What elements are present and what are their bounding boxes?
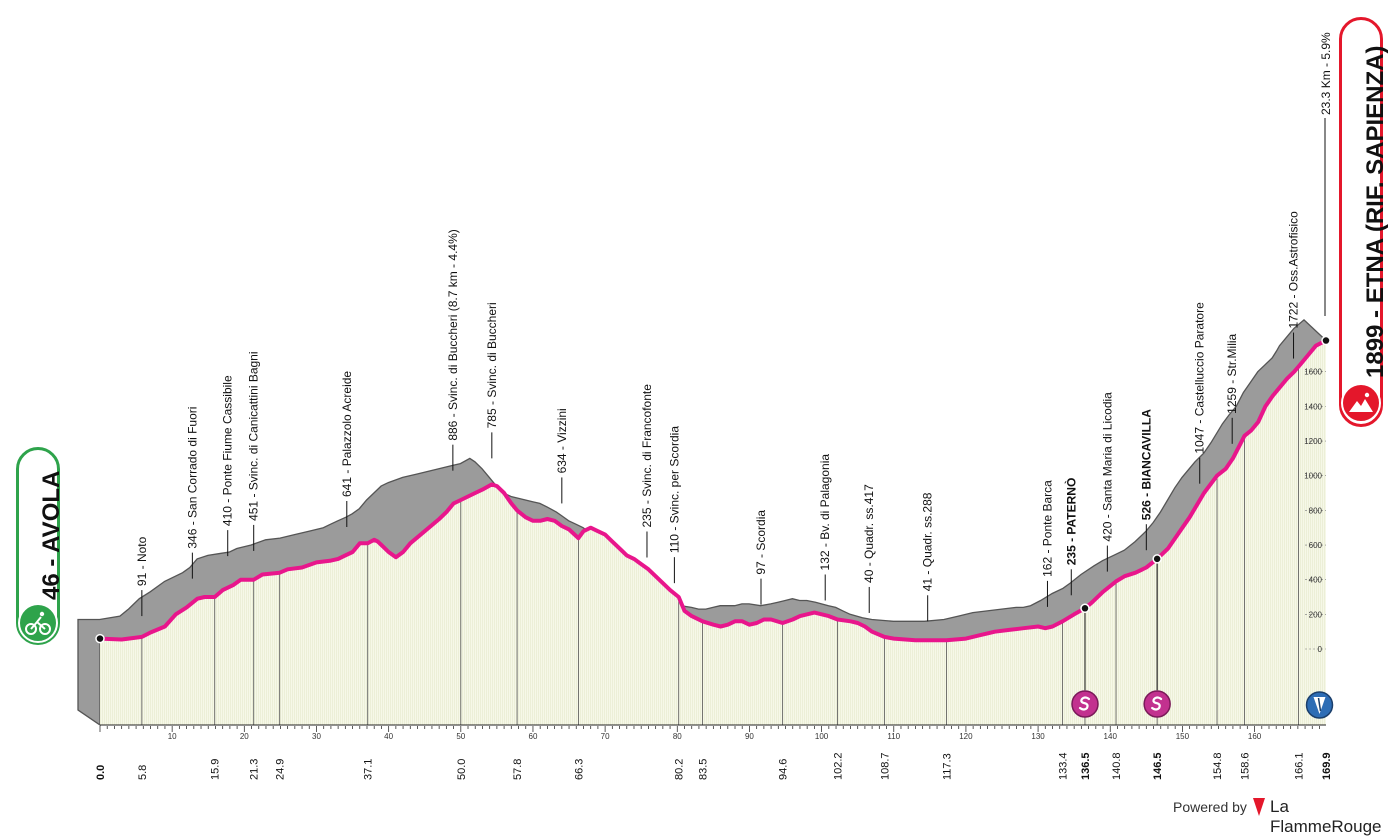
place-label: 410 - Ponte Fiume Cassibile: [221, 375, 235, 526]
km-marker-label: 146.5: [1152, 752, 1164, 780]
axis-km-label: 80: [673, 732, 682, 741]
place-label: 346 - San Corrado di Fuori: [185, 407, 199, 549]
altitude-tick-labels: 0 200 400 600 800 1000 1200 1400 1600: [1304, 368, 1326, 654]
km-marker-label: 166.1: [1294, 752, 1306, 780]
altitude-tick-label: 1000: [1304, 472, 1322, 481]
altitude-tick-label: 0: [1318, 645, 1323, 654]
km-marker-label: 83.5: [698, 759, 710, 780]
finish-badge: [1339, 17, 1383, 427]
place-label: 1259 - Str.Milia: [1225, 333, 1239, 413]
km-marker-label: 15.9: [210, 759, 222, 780]
sprint-point: [1152, 554, 1162, 564]
altitude-tick-label: 200: [1309, 610, 1323, 619]
place-label: 132 - Bv. di Palagonia: [818, 454, 832, 571]
axis-km-label: 120: [959, 732, 973, 741]
km-marker-label: 5.8: [137, 765, 149, 780]
axis-km-label: 160: [1248, 732, 1262, 741]
flamme-rouge-logo-icon: [1253, 798, 1265, 816]
km-marker-label: 136.5: [1080, 752, 1092, 780]
km-marker-label: 158.6: [1239, 752, 1251, 780]
final-climb-label: 23.3 Km - 5.9%: [1319, 32, 1333, 115]
km-marker-label: 133.4: [1058, 752, 1070, 780]
start-point: [95, 633, 105, 644]
route-fill-shape: [100, 340, 1326, 725]
axis-km-label: 70: [601, 732, 610, 741]
cyclist-icon: [18, 603, 58, 643]
km-marker-label: 102.2: [832, 752, 844, 780]
km-marker-label: 57.8: [512, 759, 524, 780]
place-label: 641 - Palazzolo Acreide: [340, 371, 354, 497]
km-marker-label: 154.8: [1212, 752, 1224, 780]
place-label: 91 - Noto: [135, 536, 149, 586]
km-marker-label: 117.3: [941, 753, 953, 780]
altitude-tick-label: 600: [1309, 541, 1323, 550]
axis-km-label: 100: [815, 732, 829, 741]
km-marker-label: 140.8: [1111, 752, 1123, 780]
last-km-flag-stripe: [1317, 697, 1322, 712]
axis-km-label: 30: [312, 732, 321, 741]
axis-km-label: 130: [1031, 732, 1045, 741]
axis-km-label: 140: [1104, 732, 1118, 741]
place-label: 451 - Svinc. di Canicattini Bagni: [247, 351, 261, 520]
brand-name[interactable]: La FlammeRouge: [1270, 797, 1382, 836]
place-label: 1722 - Oss.Astrofisico: [1287, 211, 1301, 329]
altitude-tick-label: 400: [1309, 576, 1323, 585]
route-fill-area: [77, 340, 1326, 726]
km-marker-label: 66.3: [573, 759, 585, 780]
axis-km-label: 110: [887, 732, 900, 741]
start-label: 46 - AVOLA: [38, 470, 65, 600]
place-label: 40 - Quadr. ss.417: [862, 484, 876, 583]
finish-point: [1321, 335, 1331, 346]
axis-km-label: 150: [1176, 732, 1190, 741]
route-icons: [1071, 554, 1334, 719]
distance-axis: 10 20 30 40 50 60 70 80 90 100 110 120 130 140 150 160 0…: [95, 724, 1333, 780]
altitude-tick-label: 1200: [1304, 437, 1322, 446]
place-label: 634 - Vizzini: [555, 408, 569, 473]
place-label: 41 - Quadr. ss.288: [921, 492, 935, 591]
km-marker-label: 24.9: [275, 759, 287, 780]
place-label: 235 - Svinc. di Francofonte: [640, 384, 654, 528]
place-label: 886 - Svinc. di Buccheri (8.7 km - 4.4%): [446, 229, 460, 440]
km-marker-label: 37.1: [363, 759, 375, 780]
sprint-point: [1080, 603, 1090, 614]
altitude-tick-label: 1600: [1304, 368, 1322, 377]
powered-by-text: Powered by: [1173, 799, 1247, 815]
final-climb-group: 23.3 Km - 5.9%: [1319, 32, 1333, 316]
km-marker-label: 80.2: [674, 759, 686, 780]
mountain-finish-icon: [1341, 383, 1381, 423]
axis-km-label: 50: [456, 732, 465, 741]
place-label: 785 - Svinc. di Buccheri: [485, 302, 499, 428]
axis-km-label: 10: [168, 732, 177, 741]
km-marker-label: 21.3: [249, 759, 261, 780]
place-label: 162 - Ponte Barca: [1040, 480, 1054, 577]
km-marker-label: 50.0: [456, 759, 468, 780]
axis-km-label: 90: [745, 732, 754, 741]
place-label: 235 - PATERNÒ: [1063, 478, 1078, 566]
place-label: 97 - Scordia: [754, 510, 768, 575]
km-marker-label: 94.6: [778, 759, 790, 780]
altitude-tick-label: 800: [1309, 506, 1323, 515]
sprint-s-glyph: [1151, 696, 1163, 711]
axis-km-label: 60: [529, 732, 538, 741]
altitude-tick-label: 1400: [1304, 402, 1322, 411]
start-edge-line: [77, 709, 101, 726]
place-label: 110 - Svinc. per Scordia: [667, 426, 681, 553]
km-marker-label: 169.9: [1321, 752, 1333, 780]
axis-km-label: 20: [240, 732, 249, 741]
place-label: 420 - Santa Maria di Licodia: [1100, 392, 1114, 542]
axis-km-label: 40: [384, 732, 393, 741]
place-labels: 91 - Noto 346 - San Corrado di Fuori 410 -…: [135, 211, 1301, 622]
km-marker-label: 0.0: [95, 765, 107, 780]
place-label: 1047 - Castelluccio Paratore: [1193, 302, 1207, 454]
sprint-s-glyph: [1078, 696, 1091, 711]
finish-label: 1899 - ETNA (RIF. SAPIENZA): [1362, 45, 1389, 379]
place-label: 526 - BIANCAVILLA: [1139, 409, 1153, 520]
km-marker-label: 108.7: [879, 752, 891, 780]
